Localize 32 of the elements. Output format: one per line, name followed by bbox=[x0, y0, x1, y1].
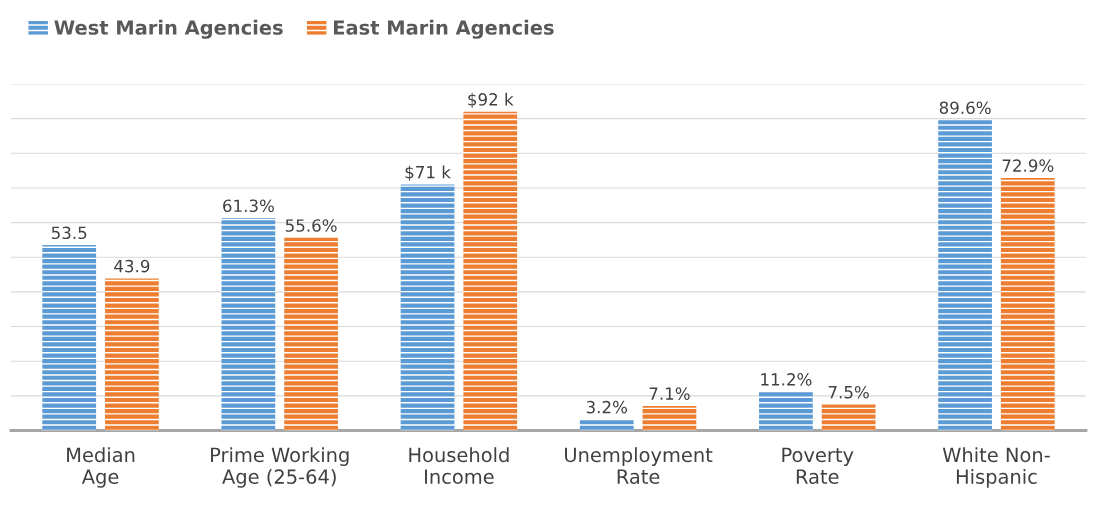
x-tick-label: Unemployment Rate bbox=[565, 447, 713, 484]
data-label: 11.2% bbox=[761, 373, 812, 386]
bar bbox=[821, 404, 876, 431]
x-tick-label: Poverty Rate bbox=[782, 447, 854, 484]
x-tick-label: Prime Working Age (25-64) bbox=[211, 447, 349, 488]
data-label: 72.9% bbox=[1002, 159, 1054, 172]
bar bbox=[1000, 177, 1055, 431]
data-label: 7.1% bbox=[649, 387, 690, 400]
bar bbox=[400, 184, 455, 431]
data-label: $92 k bbox=[468, 92, 514, 108]
x-tick-label: Household Income bbox=[409, 447, 509, 484]
bar bbox=[42, 245, 97, 431]
data-label: 53.5 bbox=[51, 226, 87, 240]
bar bbox=[759, 391, 813, 431]
data-label: 3.2% bbox=[586, 400, 627, 414]
data-label: 61.3% bbox=[223, 199, 274, 213]
bar bbox=[938, 120, 992, 431]
legend-label: West Marin Agencies bbox=[54, 19, 283, 39]
x-tick-label: White Non- Hispanic bbox=[942, 447, 1050, 488]
bar bbox=[579, 419, 634, 431]
data-label: $71 k bbox=[405, 165, 451, 181]
bar bbox=[105, 278, 159, 431]
bar bbox=[642, 405, 697, 431]
data-label: 55.6% bbox=[285, 219, 337, 232]
bar bbox=[221, 218, 276, 431]
data-label: 89.6% bbox=[939, 101, 991, 115]
bar bbox=[463, 111, 518, 431]
data-label: 7.5% bbox=[828, 385, 869, 399]
bar bbox=[284, 237, 338, 431]
x-tick-label: Median Age bbox=[67, 447, 135, 488]
data-label: 43.9 bbox=[114, 259, 150, 273]
legend-label: East Marin Agencies bbox=[334, 19, 554, 39]
